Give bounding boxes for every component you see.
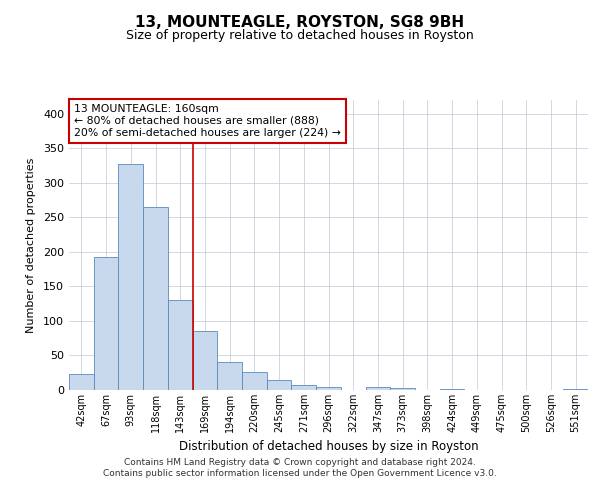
- Bar: [365, 387, 390, 390]
- Text: Contains public sector information licensed under the Open Government Licence v3: Contains public sector information licen…: [103, 469, 497, 478]
- Bar: [217, 362, 242, 390]
- X-axis label: Distribution of detached houses by size in Royston: Distribution of detached houses by size …: [179, 440, 478, 454]
- Bar: [69, 374, 94, 390]
- Bar: [390, 388, 415, 390]
- Bar: [94, 256, 118, 390]
- Bar: [168, 300, 193, 390]
- Bar: [118, 164, 143, 390]
- Bar: [292, 385, 316, 390]
- Bar: [242, 372, 267, 390]
- Bar: [316, 386, 341, 390]
- Bar: [440, 388, 464, 390]
- Y-axis label: Number of detached properties: Number of detached properties: [26, 158, 36, 332]
- Bar: [563, 388, 588, 390]
- Text: 13, MOUNTEAGLE, ROYSTON, SG8 9BH: 13, MOUNTEAGLE, ROYSTON, SG8 9BH: [136, 15, 464, 30]
- Text: Size of property relative to detached houses in Royston: Size of property relative to detached ho…: [126, 30, 474, 43]
- Bar: [193, 330, 217, 390]
- Text: Contains HM Land Registry data © Crown copyright and database right 2024.: Contains HM Land Registry data © Crown c…: [124, 458, 476, 467]
- Bar: [143, 207, 168, 390]
- Bar: [267, 380, 292, 390]
- Text: 13 MOUNTEAGLE: 160sqm
← 80% of detached houses are smaller (888)
20% of semi-det: 13 MOUNTEAGLE: 160sqm ← 80% of detached …: [74, 104, 341, 138]
